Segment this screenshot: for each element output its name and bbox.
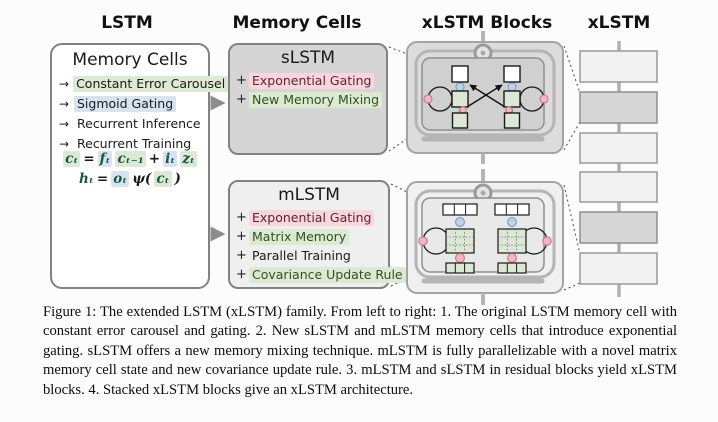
plus-bullet-icon: + [236, 229, 247, 244]
feature-label: Recurrent Training [77, 136, 192, 151]
arrow-bullet-icon: → [59, 77, 70, 91]
mlstm-matrix-unit [442, 203, 478, 274]
eq-token: = [83, 151, 95, 167]
plus-bullet-icon: + [236, 267, 247, 282]
feature-label: Matrix Memory [249, 228, 350, 245]
header-memory-cells: Memory Cells [232, 13, 362, 33]
lstm-feature-item: → Sigmoid Gating [59, 94, 208, 114]
panel-title: Memory Cells [72, 50, 188, 70]
eq-token: ) [174, 171, 181, 187]
xlstm-stack-block-3 [579, 132, 658, 164]
slstm-feature-list: + Exponential Gating + New Memory Mixing [230, 71, 386, 109]
mlstm-box: mLSTM + Exponential Gating + Matrix Memo… [228, 180, 406, 289]
eq-token: oₜ [111, 171, 130, 187]
eq-token: + [148, 151, 161, 167]
slstm-box: sLSTM + Exponential Gating + New Memory … [228, 43, 388, 155]
xlstm-stack [579, 41, 658, 297]
xlstm-stack-block-5 [579, 211, 658, 244]
lstm-feature-item: → Recurrent Training [59, 134, 208, 154]
eq-token: = [96, 171, 109, 187]
slstm-block-diagram [406, 31, 564, 164]
eq-token: zₜ [180, 151, 197, 167]
slstm-cells-container [421, 57, 545, 131]
slstm-feature-item: + New Memory Mixing [236, 90, 386, 109]
header-lstm: LSTM [101, 13, 153, 33]
plus-bullet-icon: + [236, 73, 247, 88]
hidden-state-equation: hₜ = oₜ ψ( cₜ ) [52, 169, 208, 189]
feature-label: Parallel Training [252, 247, 351, 263]
arrow-bullet-icon: → [59, 117, 70, 131]
plus-bullet-icon: + [236, 210, 247, 225]
eq-token: fₜ [97, 151, 113, 167]
feature-label: Recurrent Inference [77, 116, 201, 131]
xlstm-stack-block-4 [579, 171, 658, 203]
mlstm-feature-item: + Matrix Memory [236, 227, 388, 246]
xlstm-stack-block-2 [579, 91, 658, 124]
feature-label: Covariance Update Rule [249, 266, 406, 283]
lstm-feature-item: → Recurrent Inference [59, 114, 208, 134]
eq-token: iₜ [163, 151, 178, 167]
xlstm-stack-block-1 [579, 50, 658, 83]
slstm-cell-unit [503, 65, 521, 129]
feature-label: Exponential Gating [249, 72, 375, 89]
eq-token: ψ( [132, 171, 152, 187]
lstm-equations: cₜ = fₜ cₜ₋₁ + iₜ zₜ hₜ = oₜ ψ( cₜ ) [52, 149, 208, 189]
mlstm-block-diagram [406, 169, 564, 305]
lstm-memory-cells-panel: Memory Cells → Constant Error Carousel →… [50, 43, 229, 289]
header-xlstm: xLSTM [587, 13, 651, 33]
memory-mixing-arrow [469, 84, 506, 108]
mlstm-title: mLSTM [278, 185, 340, 205]
xlstm-stack-block-6 [579, 252, 658, 285]
feature-label: Sigmoid Gating [74, 96, 177, 112]
slstm-title: sLSTM [280, 48, 336, 68]
mlstm-feature-list: + Exponential Gating + Matrix Memory + P… [230, 208, 406, 284]
mlstm-feature-item: + Parallel Training [236, 246, 388, 265]
lstm-feature-list: → Constant Error Carousel → Sigmoid Gati… [52, 74, 229, 154]
feature-label: Constant Error Carousel [73, 76, 229, 92]
slstm-feature-item: + Exponential Gating [236, 71, 386, 90]
eq-token: cₜ [63, 151, 81, 167]
eq-token: cₜ₋₁ [115, 151, 146, 167]
memory-mixing-arrow [466, 84, 503, 108]
eq-token: hₜ [79, 171, 94, 187]
exp-gate-dot [418, 236, 428, 246]
exp-gate-dot [423, 94, 433, 104]
cell-state-equation: cₜ = fₜ cₜ₋₁ + iₜ zₜ [52, 149, 208, 169]
plus-bullet-icon: + [236, 248, 247, 263]
lstm-feature-item: → Constant Error Carousel [59, 74, 229, 94]
arrow-bullet-icon: → [59, 97, 70, 111]
arrow-bullet-icon: → [59, 137, 70, 151]
plus-bullet-icon: + [236, 92, 247, 107]
mlstm-feature-item: + Covariance Update Rule [236, 265, 406, 284]
mlstm-feature-item: + Exponential Gating [236, 208, 388, 227]
slstm-cell-unit [451, 65, 469, 129]
mlstm-matrix-unit [494, 203, 530, 274]
exp-gate-dot [542, 236, 552, 246]
exp-gate-dot [539, 94, 549, 104]
feature-label: Exponential Gating [249, 209, 375, 226]
header-xlstm-blocks: xLSTM Blocks [421, 13, 553, 33]
feature-label: New Memory Mixing [249, 91, 383, 108]
eq-token: cₜ [154, 171, 172, 187]
figure-caption: Figure 1: The extended LSTM (xLSTM) fami… [43, 304, 677, 398]
